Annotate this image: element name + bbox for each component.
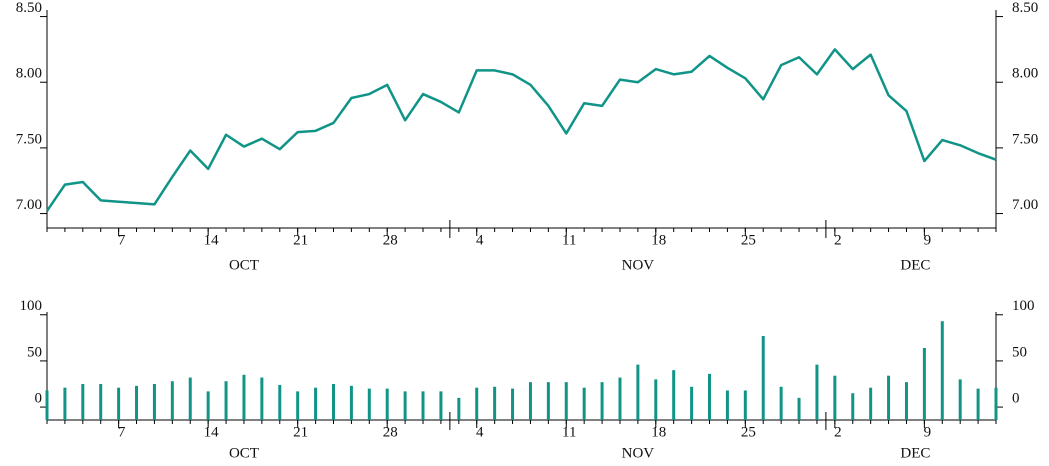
volume-bar <box>421 391 425 420</box>
volume-bar <box>833 375 837 420</box>
volume-bar <box>690 386 694 420</box>
volume-bar <box>493 386 497 420</box>
volume-bar <box>403 391 407 420</box>
volume-bar <box>152 384 156 420</box>
x-tick-label: 21 <box>293 424 308 440</box>
volume-bar <box>725 390 729 420</box>
x-tick-label: 25 <box>741 232 756 248</box>
volume-bar <box>170 381 174 420</box>
volume-bar <box>887 375 891 420</box>
volume-bar <box>367 388 371 420</box>
volume-bar <box>600 382 604 420</box>
volume-bar <box>278 384 282 420</box>
volume-bar <box>761 336 765 420</box>
volume-bar <box>457 397 461 420</box>
y-tick-label-right: 50 <box>1012 344 1027 360</box>
x-tick-label: 25 <box>741 424 756 440</box>
x-tick-label: 4 <box>476 424 484 440</box>
volume-bar <box>331 384 335 420</box>
volume-bar <box>242 374 246 420</box>
x-tick-label: 21 <box>293 232 308 248</box>
volume-bar <box>314 387 318 420</box>
volume-bar <box>618 377 622 420</box>
volume-bar <box>475 387 479 420</box>
x-tick-label: 14 <box>204 232 220 248</box>
month-label: OCT <box>229 257 259 273</box>
month-label: DEC <box>900 445 930 461</box>
volume-bar <box>976 388 980 420</box>
volume-bar <box>385 388 389 420</box>
y-tick-label-right: 8.50 <box>1012 0 1038 16</box>
x-tick-label: 14 <box>204 424 220 440</box>
x-tick-label: 7 <box>118 424 126 440</box>
volume-bar <box>296 391 300 420</box>
y-tick-label-right: 7.00 <box>1012 197 1038 213</box>
month-label: OCT <box>229 445 259 461</box>
y-tick-label-left: 0 <box>35 391 43 407</box>
x-tick-label: 11 <box>562 424 576 440</box>
volume-bar <box>922 348 926 420</box>
volume-bar <box>63 387 67 420</box>
y-tick-label-left: 7.00 <box>16 197 42 213</box>
x-tick-label: 28 <box>383 232 398 248</box>
volume-bar <box>260 377 264 420</box>
price-line <box>45 48 997 212</box>
volume-bar <box>940 321 944 420</box>
volume-bar <box>188 377 192 420</box>
volume-bar <box>135 385 139 420</box>
volume-bar <box>797 397 801 420</box>
volume-bar <box>224 381 228 420</box>
x-tick-label: 11 <box>562 232 576 248</box>
volume-bar <box>99 384 103 420</box>
x-tick-label: 28 <box>383 424 398 440</box>
volume-bar <box>564 382 568 420</box>
volume-bar <box>708 373 712 420</box>
volume-bar <box>511 388 515 420</box>
x-tick-label: 9 <box>924 232 932 248</box>
volume-bar <box>672 370 676 420</box>
volume-bar <box>994 387 998 420</box>
y-tick-label-left: 50 <box>27 344 42 360</box>
y-tick-label-right: 0 <box>1012 391 1020 407</box>
x-tick-label: 9 <box>924 424 932 440</box>
volume-bar <box>546 382 550 420</box>
month-label: DEC <box>900 257 930 273</box>
volume-bar <box>743 390 747 420</box>
y-tick-label-right: 100 <box>1012 298 1035 314</box>
y-tick-label-left: 8.50 <box>16 0 42 16</box>
volume-bar <box>654 379 658 420</box>
y-tick-label-left: 100 <box>20 298 43 314</box>
volume-bar <box>45 390 49 420</box>
volume-bar <box>117 387 121 420</box>
volume-bar <box>904 382 908 420</box>
x-tick-label: 18 <box>651 424 666 440</box>
x-tick-label: 18 <box>651 232 666 248</box>
x-tick-label: 7 <box>118 232 126 248</box>
volume-bar <box>815 364 819 420</box>
month-label: NOV <box>622 257 655 273</box>
volume-bar <box>206 391 210 420</box>
x-tick-label: 4 <box>476 232 484 248</box>
volume-bar <box>958 379 962 420</box>
volume-bar <box>349 385 353 420</box>
volume-bar <box>851 393 855 420</box>
volume-bar <box>528 382 532 420</box>
volume-bar <box>636 364 640 420</box>
y-tick-label-left: 8.00 <box>16 66 42 82</box>
volume-bar <box>81 384 85 420</box>
volume-bar <box>869 387 873 420</box>
month-label: NOV <box>622 445 655 461</box>
y-tick-label-right: 7.50 <box>1012 131 1038 147</box>
y-tick-label-right: 8.00 <box>1012 66 1038 82</box>
y-tick-label-left: 7.50 <box>16 131 42 147</box>
volume-bar <box>582 387 586 420</box>
volume-bar <box>779 386 783 420</box>
x-tick-label: 2 <box>834 424 842 440</box>
x-tick-label: 2 <box>834 232 842 248</box>
volume-bar <box>439 391 443 420</box>
